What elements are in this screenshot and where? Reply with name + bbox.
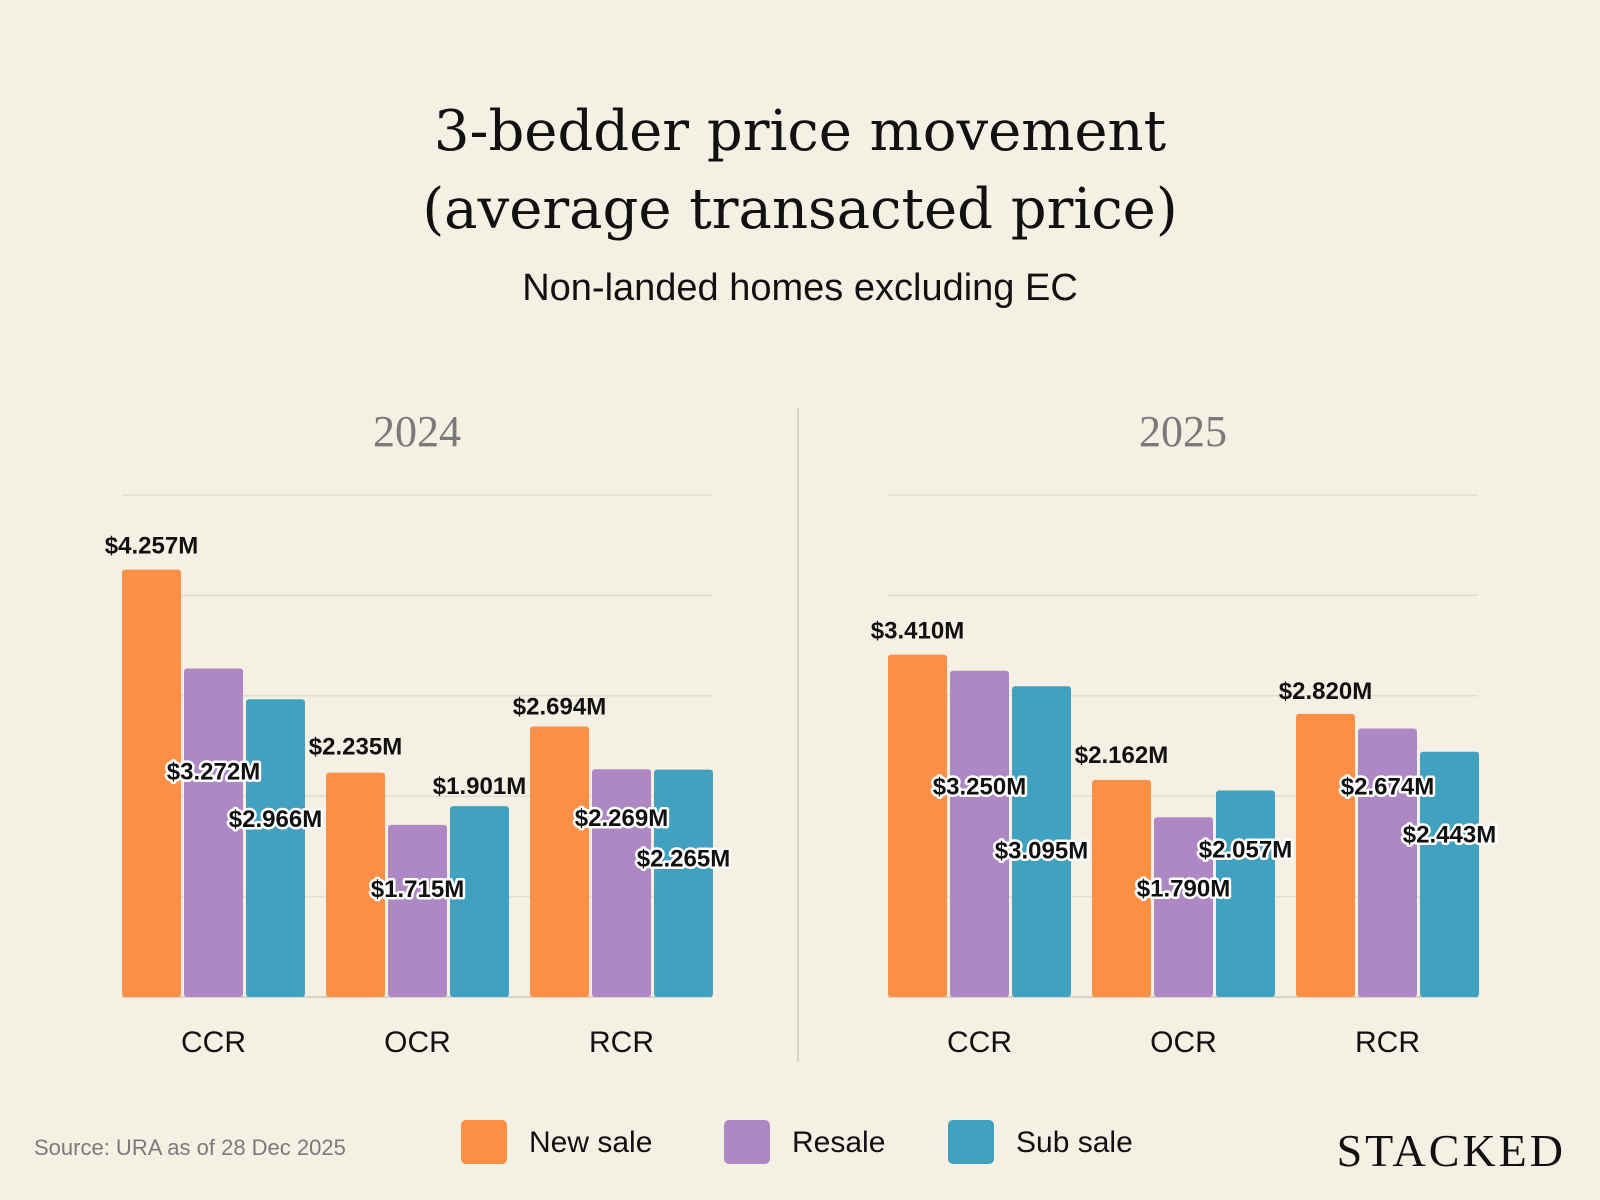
category-label: CCR [947, 1026, 1012, 1059]
bar-sub-sale-OCR [1216, 790, 1275, 997]
data-label: $2.265M [637, 846, 730, 873]
bar-resale-CCR [184, 668, 243, 997]
category-label: RCR [589, 1026, 654, 1059]
data-label: $2.235M [309, 734, 402, 761]
legend-label: Resale [792, 1126, 885, 1159]
legend-label: Sub sale [1016, 1126, 1133, 1159]
data-label: $3.272M [167, 758, 260, 785]
bar-resale-RCR [592, 769, 651, 997]
data-label: $3.095M [995, 837, 1088, 864]
category-label: RCR [1355, 1026, 1420, 1059]
bar-sub-sale-RCR [1420, 751, 1479, 997]
legend-swatch [724, 1120, 770, 1164]
bar-resale-OCR [1154, 817, 1213, 997]
stacked-logo: STACKED [1337, 1125, 1566, 1176]
data-label: $2.269M [575, 805, 668, 832]
data-label: $2.966M [229, 806, 322, 833]
bar-new-sale-CCR [122, 569, 181, 997]
chart-title-line1: 3-bedder price movement [434, 99, 1167, 164]
data-label: $2.162M [1075, 742, 1168, 769]
data-label: $2.057M [1199, 836, 1292, 863]
data-label: $2.694M [513, 694, 606, 721]
category-label: CCR [181, 1026, 246, 1059]
data-label: $3.410M [871, 618, 964, 645]
bar-chart-2024: 2024 CCR OCR RCR $4.257M $3.272M $2.966M $2.235… [105, 407, 733, 1059]
legend-swatch [948, 1120, 994, 1164]
category-label: OCR [1150, 1026, 1217, 1059]
data-label: $1.790M [1137, 875, 1230, 902]
bar-new-sale-OCR [326, 772, 385, 997]
panel-title: 2025 [1139, 407, 1227, 456]
bar-new-sale-CCR [888, 654, 947, 997]
data-label: $2.674M [1341, 774, 1434, 801]
bar-sub-sale-OCR [450, 806, 509, 997]
data-label: $2.443M [1403, 822, 1496, 849]
legend: New sale Resale Sub sale [461, 1120, 1133, 1164]
source-note: Source: URA as of 28 Dec 2025 [34, 1135, 346, 1160]
bar-new-sale-RCR [530, 726, 589, 997]
data-label: $4.257M [105, 533, 198, 560]
bar-sub-sale-CCR [246, 699, 305, 997]
panel-title: 2024 [373, 407, 461, 456]
data-label: $2.820M [1279, 678, 1372, 705]
bar-sub-sale-CCR [1012, 686, 1071, 997]
bar-sub-sale-RCR [654, 769, 713, 997]
category-label: OCR [384, 1026, 451, 1059]
legend-label: New sale [529, 1126, 652, 1159]
data-label: $3.250M [933, 774, 1026, 801]
bar-new-sale-OCR [1092, 779, 1151, 997]
data-label: $1.715M [371, 876, 464, 903]
bar-chart-2025: 2025 CCR OCR RCR $3.410M $3.250M $3.095M $2.162… [871, 407, 1499, 1059]
bar-resale-OCR [388, 824, 447, 997]
data-label: $1.901M [433, 773, 526, 800]
bar-resale-RCR [1358, 728, 1417, 997]
chart-subtitle: Non-landed homes excluding EC [522, 267, 1078, 309]
bar-resale-CCR [950, 670, 1009, 997]
chart-title-line2: (average transacted price) [422, 177, 1177, 242]
bar-new-sale-RCR [1296, 713, 1355, 997]
legend-swatch [461, 1120, 507, 1164]
